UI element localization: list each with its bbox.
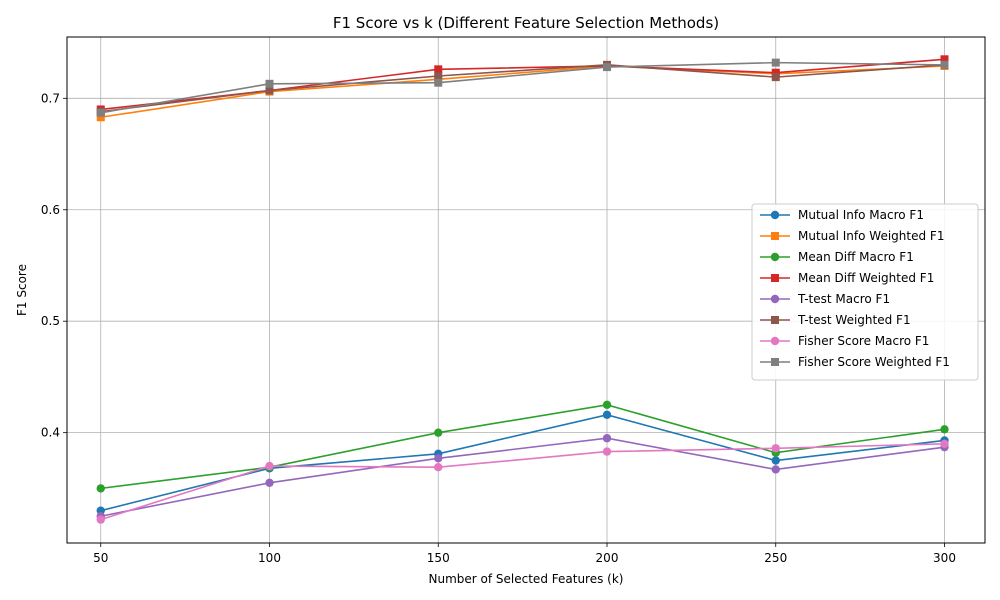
series-line (100, 64, 945, 113)
y-tick-label: 0.5 (41, 314, 60, 328)
legend-item: T-test Macro F1 (760, 292, 890, 306)
data-point (771, 465, 780, 474)
legend-marker (770, 294, 780, 304)
x-tick-label: 200 (596, 551, 619, 565)
data-point (602, 410, 612, 420)
x-tick-label: 100 (258, 551, 281, 565)
data-point (771, 73, 780, 82)
data-point (434, 463, 443, 472)
x-tick-label: 300 (933, 551, 956, 565)
legend-item: Mutual Info Weighted F1 (760, 229, 944, 243)
legend-box (751, 203, 979, 381)
data-point (771, 456, 780, 465)
y-tick-label: 0.6 (41, 203, 60, 217)
plot-frame (66, 36, 986, 544)
series-3 (96, 400, 949, 493)
data-point (771, 444, 780, 453)
series-line (100, 61, 945, 114)
data-point (602, 447, 612, 456)
data-point (940, 425, 949, 434)
legend-item: Fisher Score Macro F1 (760, 334, 929, 348)
data-point (96, 113, 105, 122)
legend-label: Mean Diff Weighted F1 (798, 271, 934, 285)
legend-item: Fisher Score Weighted F1 (760, 355, 950, 369)
data-point (96, 515, 105, 524)
legend-label: T-test Macro F1 (797, 292, 890, 306)
legend-marker (771, 232, 779, 240)
y-tick-label: 0.7 (41, 91, 60, 105)
legend-item: T-test Weighted F1 (760, 313, 911, 327)
data-point (771, 68, 780, 77)
series-layer (96, 55, 949, 524)
legend-marker (770, 210, 780, 220)
data-point (434, 72, 443, 81)
series-line (100, 58, 945, 111)
legend-label: Mutual Info Macro F1 (798, 208, 924, 222)
data-point (434, 428, 443, 437)
chart-title: F1 Score vs k (Different Feature Selecti… (333, 14, 719, 32)
legend-marker (770, 252, 780, 262)
data-point (603, 63, 611, 72)
legend-item: Mean Diff Macro F1 (760, 250, 914, 264)
y-tick-label: 0.4 (41, 426, 60, 440)
data-point (96, 484, 105, 493)
legend-label: Fisher Score Weighted F1 (798, 355, 950, 369)
x-tick-label: 150 (427, 551, 450, 565)
y-axis-label: F1 Score (15, 264, 29, 316)
legend-marker (770, 336, 780, 346)
data-point (265, 461, 274, 471)
x-axis-label: Number of Selected Features (k) (429, 572, 624, 586)
x-tick-label: 50 (93, 551, 108, 565)
data-point (434, 454, 443, 463)
data-point (434, 78, 443, 87)
legend: Mutual Info Macro F1 Mutual Info Weighted… (751, 203, 979, 381)
data-point (96, 108, 105, 117)
series-7 (96, 439, 949, 524)
data-point (940, 439, 949, 449)
series-line (100, 65, 945, 119)
data-point (434, 65, 443, 74)
legend-label: Fisher Score Macro F1 (798, 334, 929, 348)
data-point (771, 58, 780, 67)
legend-label: Mean Diff Macro F1 (798, 250, 914, 264)
data-point (940, 55, 949, 64)
series-line (100, 443, 945, 521)
data-point (602, 434, 612, 443)
series-line (100, 403, 945, 490)
legend-marker (771, 316, 779, 324)
series-line (100, 437, 945, 518)
series-8 (96, 58, 949, 117)
data-point (602, 400, 612, 409)
data-point (265, 86, 274, 95)
legend-marker (771, 358, 779, 366)
legend-label: Mutual Info Weighted F1 (798, 229, 944, 243)
data-point (265, 79, 274, 88)
legend-item: Mutual Info Macro F1 (760, 208, 924, 222)
legend-item: Mean Diff Weighted F1 (760, 271, 934, 285)
data-point (940, 60, 949, 69)
legend-label: T-test Weighted F1 (797, 313, 911, 327)
axis-ticks: 50 100 150 200 250 300 0.4 0.5 0.6 0.7 (41, 91, 956, 565)
data-point (265, 478, 274, 488)
x-tick-label: 250 (764, 551, 787, 565)
legend-marker (771, 274, 779, 282)
series-line (100, 414, 945, 512)
